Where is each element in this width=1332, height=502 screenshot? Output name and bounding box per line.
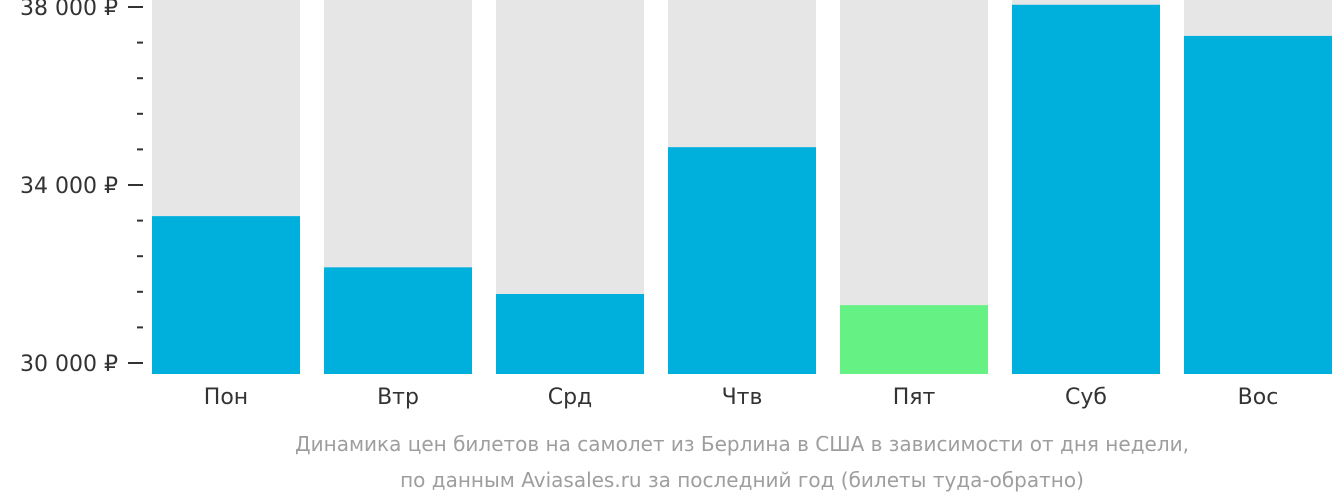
price-by-weekday-chart: 38 000 ₽ 34 000 ₽ 30 000 ₽ Пон Втр Срд Чтв Пят…: [20, 0, 1332, 410]
bar: [668, 147, 816, 374]
chart-caption-line-2: по данным Aviasales.ru за последний год …: [400, 468, 1084, 492]
y-tick-label: 38 000 ₽: [20, 0, 118, 21]
x-tick-label: Втр: [377, 385, 419, 410]
bar: [152, 216, 300, 374]
bar-highlight: [840, 305, 988, 374]
bar: [1012, 4, 1160, 375]
x-tick-label: Суб: [1065, 385, 1107, 410]
bar: [324, 267, 472, 374]
bar: [496, 294, 644, 374]
x-tick-label: Пон: [204, 385, 248, 410]
y-tick-label: 30 000 ₽: [20, 352, 118, 377]
x-tick-label: Чтв: [722, 385, 763, 410]
bar: [1184, 35, 1332, 375]
x-tick-label: Вос: [1238, 385, 1279, 410]
bars-group: [152, 0, 1332, 375]
x-tick-label: Срд: [548, 385, 593, 410]
x-axis-labels: Пон Втр Срд Чтв Пят Суб Вос: [204, 385, 1279, 410]
y-tick-label: 34 000 ₽: [20, 174, 118, 199]
chart-caption-line-1: Динамика цен билетов на самолет из Берли…: [295, 432, 1189, 456]
x-tick-label: Пят: [893, 385, 936, 410]
y-axis: 38 000 ₽ 34 000 ₽ 30 000 ₽: [20, 0, 143, 377]
